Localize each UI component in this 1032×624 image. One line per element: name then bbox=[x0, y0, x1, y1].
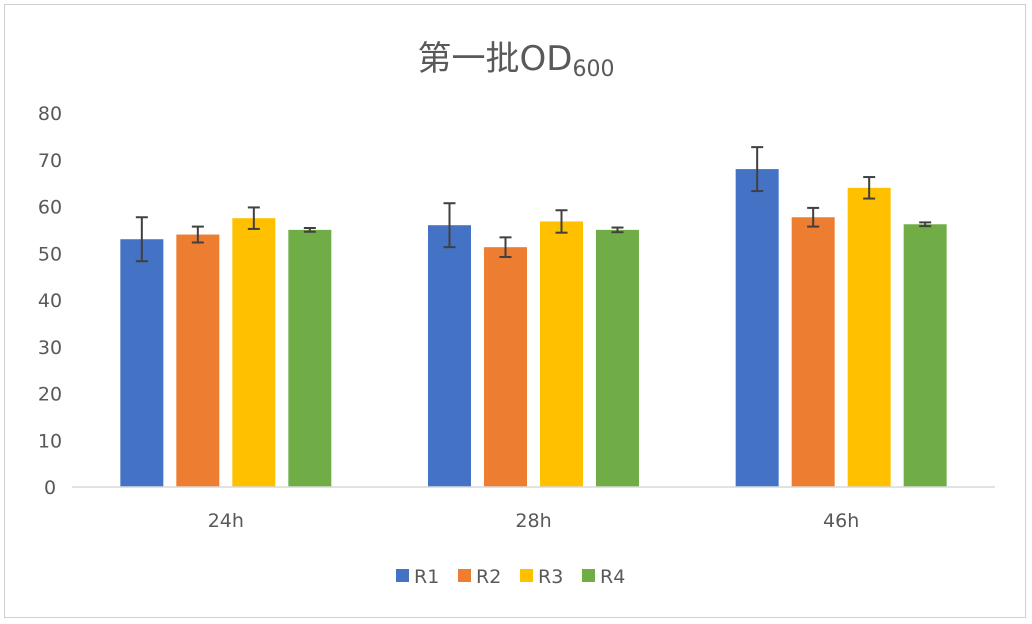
bar-r2-28h bbox=[484, 247, 527, 487]
bar-r2-46h bbox=[791, 217, 835, 487]
legend-item-r2: R2 bbox=[458, 566, 501, 588]
x-tick-label: 24h bbox=[208, 510, 244, 532]
y-tick-label: 40 bbox=[38, 290, 62, 312]
legend-label: R4 bbox=[600, 566, 625, 588]
bar-r1-24h bbox=[120, 239, 164, 487]
y-tick-label: 30 bbox=[38, 337, 62, 359]
error-bar-r3-28h bbox=[555, 209, 568, 234]
y-tick-label: 50 bbox=[38, 243, 62, 265]
error-bar-r1-46h bbox=[751, 146, 764, 193]
error-bar-r2-28h bbox=[499, 236, 512, 258]
y-tick-label: 80 bbox=[38, 103, 62, 125]
legend-label: R1 bbox=[414, 566, 439, 588]
bar-r3-46h bbox=[847, 187, 891, 488]
chart-title-subscript: 600 bbox=[572, 57, 614, 82]
legend-item-r4: R4 bbox=[582, 566, 625, 588]
error-bar-r3-24h bbox=[247, 206, 260, 230]
bar-r3-24h bbox=[232, 218, 276, 487]
x-tick-label: 28h bbox=[515, 510, 551, 532]
error-bars bbox=[135, 146, 932, 263]
error-bar-r1-28h bbox=[443, 202, 456, 249]
error-bar-r2-24h bbox=[191, 225, 204, 244]
bars bbox=[120, 169, 947, 488]
legend: R1 R2 R3 R4 bbox=[396, 566, 625, 588]
bar-r4-24h bbox=[288, 229, 332, 487]
y-tick-label: 60 bbox=[38, 197, 62, 219]
x-axis-ticks: 24h 28h 46h bbox=[208, 510, 860, 532]
y-tick-label: 0 bbox=[44, 477, 56, 499]
bar-r1-46h bbox=[735, 169, 779, 487]
legend-label: R2 bbox=[476, 566, 501, 588]
error-bar-r4-24h bbox=[303, 227, 316, 233]
error-bar-r4-46h bbox=[919, 221, 932, 228]
x-tick-label: 46h bbox=[823, 510, 859, 532]
chart-title: 第一批OD600 bbox=[418, 39, 615, 82]
legend-label: R3 bbox=[538, 566, 563, 588]
y-tick-label: 10 bbox=[38, 430, 62, 452]
error-bar-r4-28h bbox=[611, 226, 624, 234]
legend-swatch bbox=[458, 569, 471, 582]
y-tick-label: 20 bbox=[38, 384, 62, 406]
legend-swatch bbox=[520, 569, 533, 582]
y-axis-ticks: 0 10 20 30 40 50 60 70 80 bbox=[38, 103, 62, 499]
error-bar-r1-24h bbox=[135, 216, 148, 263]
bar-r2-24h bbox=[176, 234, 220, 487]
legend-swatch bbox=[582, 569, 595, 582]
bar-r4-28h bbox=[596, 229, 639, 487]
legend-item-r1: R1 bbox=[396, 566, 439, 588]
legend-item-r3: R3 bbox=[520, 566, 563, 588]
error-bar-r3-46h bbox=[863, 176, 876, 200]
legend-swatch bbox=[396, 569, 409, 582]
y-tick-label: 70 bbox=[38, 150, 62, 172]
bar-r3-28h bbox=[540, 221, 583, 487]
chart-title-main: 第一批OD bbox=[418, 39, 573, 79]
error-bar-r2-46h bbox=[807, 206, 820, 228]
bar-r4-46h bbox=[903, 224, 947, 487]
bar-r1-28h bbox=[428, 225, 471, 487]
